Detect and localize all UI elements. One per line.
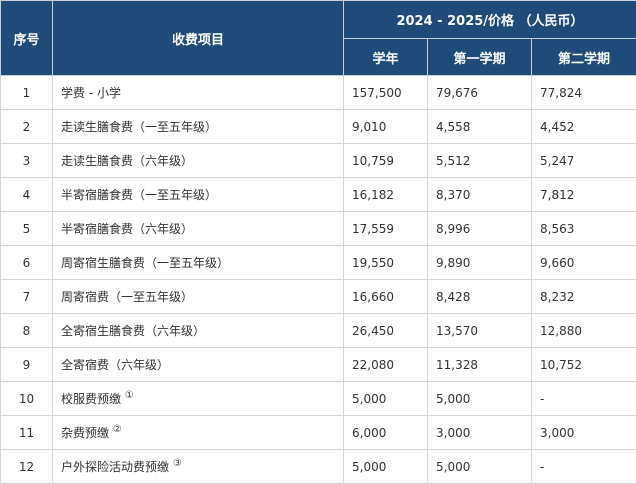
row-no: 1 xyxy=(0,75,53,110)
row-term1: 4,558 xyxy=(427,109,532,144)
row-year: 16,182 xyxy=(343,177,428,212)
item-note: ② xyxy=(112,424,122,435)
row-term2: 77,824 xyxy=(530,75,636,110)
item-text: 全寄宿费（六年级） xyxy=(61,358,170,372)
row-term2: 3,000 xyxy=(530,415,636,450)
row-item: 走读生膳食费（一至五年级） xyxy=(52,109,344,144)
item-note: ① xyxy=(124,390,134,401)
item-text: 杂费预缴 xyxy=(61,426,110,440)
row-term1: 8,996 xyxy=(427,211,532,246)
row-item: 杂费预缴 ② xyxy=(52,415,344,450)
row-no: 10 xyxy=(0,381,53,416)
row-term2: 9,660 xyxy=(530,245,636,280)
row-no: 8 xyxy=(0,313,53,348)
row-item: 户外探险活动费预缴 ③ xyxy=(52,449,344,484)
item-text: 周寄宿生膳食费（一至五年级） xyxy=(61,256,230,270)
item-text: 走读生膳食费（六年级） xyxy=(61,154,194,168)
item-note: ③ xyxy=(172,458,182,469)
row-year: 5,000 xyxy=(343,449,428,484)
row-no: 6 xyxy=(0,245,53,280)
row-no: 3 xyxy=(0,143,53,178)
row-item: 半寄宿膳食费（一至五年级） xyxy=(52,177,344,212)
row-term2: 8,232 xyxy=(530,279,636,314)
row-term1: 8,370 xyxy=(427,177,532,212)
header-price-group: 2024 - 2025/价格 （人民币） xyxy=(342,0,636,39)
row-item: 学费 - 小学 xyxy=(52,75,344,110)
row-year: 19,550 xyxy=(343,245,428,280)
row-term1: 3,000 xyxy=(427,415,532,450)
row-term2: 10,752 xyxy=(530,347,636,382)
item-text: 户外探险活动费预缴 xyxy=(61,460,170,474)
row-term1: 5,000 xyxy=(427,449,532,484)
row-item: 周寄宿费（一至五年级） xyxy=(52,279,344,314)
table-header: 序号 收费项目 2024 - 2025/价格 （人民币） 学年 第一学期 第二学… xyxy=(0,0,636,76)
table-row: 9 全寄宿费（六年级） 22,080 11,328 10,752 xyxy=(0,347,636,382)
item-text: 半寄宿膳食费（六年级） xyxy=(61,222,194,236)
table-row: 10 校服费预缴 ① 5,000 5,000- xyxy=(0,381,636,416)
row-year: 5,000 xyxy=(343,381,428,416)
row-term2: 7,812 xyxy=(530,177,636,212)
row-term1: 8,428 xyxy=(427,279,532,314)
row-item: 全寄宿生膳食费（六年级） xyxy=(52,313,344,348)
item-text: 走读生膳食费（一至五年级） xyxy=(61,120,218,134)
row-year: 157,500 xyxy=(343,75,428,110)
row-no: 12 xyxy=(0,449,53,484)
row-year: 10,759 xyxy=(343,143,428,178)
row-item: 校服费预缴 ① xyxy=(52,381,344,416)
row-term2: - xyxy=(530,449,636,484)
row-year: 9,010 xyxy=(343,109,428,144)
row-item: 走读生膳食费（六年级） xyxy=(52,143,344,178)
row-term2: 12,880 xyxy=(530,313,636,348)
item-text: 学费 - 小学 xyxy=(61,86,121,100)
row-no: 4 xyxy=(0,177,53,212)
row-item: 全寄宿费（六年级） xyxy=(52,347,344,382)
header-term1: 第一学期 xyxy=(427,38,532,76)
row-term2: 4,452 xyxy=(530,109,636,144)
table-row: 11 杂费预缴 ② 6,000 3,000 3,000 xyxy=(0,415,636,450)
item-text: 周寄宿费（一至五年级） xyxy=(61,290,194,304)
item-text: 校服费预缴 xyxy=(61,392,122,406)
row-term1: 79,676 xyxy=(427,75,532,110)
row-no: 9 xyxy=(0,347,53,382)
header-term2: 第二学期 xyxy=(530,38,636,76)
table-row: 4 半寄宿膳食费（一至五年级） 16,182 8,370 7,812 xyxy=(0,177,636,212)
table-row: 1 学费 - 小学 157,500 79,676 77,824 xyxy=(0,75,636,110)
row-item: 半寄宿膳食费（六年级） xyxy=(52,211,344,246)
row-no: 2 xyxy=(0,109,53,144)
row-term1: 13,570 xyxy=(427,313,532,348)
row-year: 16,660 xyxy=(343,279,428,314)
header-year: 学年 xyxy=(343,38,428,76)
row-term2: 5,247 xyxy=(530,143,636,178)
table-row: 7 周寄宿费（一至五年级） 16,660 8,428 8,232 xyxy=(0,279,636,314)
row-term2: - xyxy=(530,381,636,416)
row-term1: 11,328 xyxy=(427,347,532,382)
row-term1: 9,890 xyxy=(427,245,532,280)
table-row: 2 走读生膳食费（一至五年级） 9,010 4,558 4,452 xyxy=(0,109,636,144)
row-term1: 5,512 xyxy=(427,143,532,178)
table-row: 3 走读生膳食费（六年级） 10,759 5,512 5,247 xyxy=(0,143,636,178)
row-term2: 8,563 xyxy=(530,211,636,246)
table-body: 1 学费 - 小学 157,500 79,676 77,824 2 走读生膳食费（一至五年级… xyxy=(0,75,636,484)
row-no: 7 xyxy=(0,279,53,314)
table-row: 5 半寄宿膳食费（六年级） 17,559 8,996 8,563 xyxy=(0,211,636,246)
table-row: 6 周寄宿生膳食费（一至五年级） 19,550 9,890 9,660 xyxy=(0,245,636,280)
item-text: 全寄宿生膳食费（六年级） xyxy=(61,324,206,338)
row-year: 6,000 xyxy=(343,415,428,450)
header-item: 收费项目 xyxy=(52,0,344,76)
table-row: 12 户外探险活动费预缴 ③ 5,000 5,000- xyxy=(0,449,636,484)
row-term1: 5,000 xyxy=(427,381,532,416)
row-year: 26,450 xyxy=(343,313,428,348)
row-no: 11 xyxy=(0,415,53,450)
row-year: 17,559 xyxy=(343,211,428,246)
header-no: 序号 xyxy=(0,0,53,76)
table-row: 8 全寄宿生膳食费（六年级） 26,450 13,570 12,880 xyxy=(0,313,636,348)
row-no: 5 xyxy=(0,211,53,246)
row-item: 周寄宿生膳食费（一至五年级） xyxy=(52,245,344,280)
row-year: 22,080 xyxy=(343,347,428,382)
item-text: 半寄宿膳食费（一至五年级） xyxy=(61,188,218,202)
